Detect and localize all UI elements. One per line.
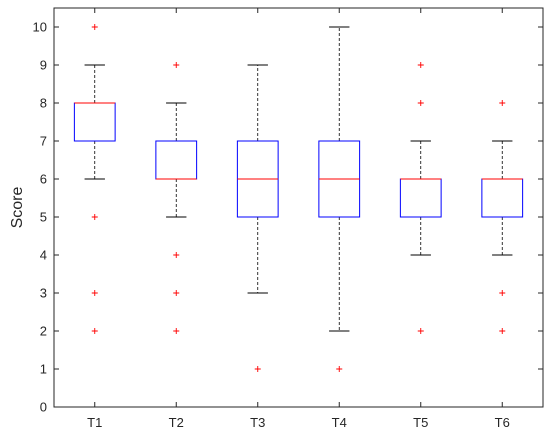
- y-tick-label: 4: [40, 248, 47, 263]
- box-group-t4: [318, 26, 361, 372]
- box: [73, 102, 116, 142]
- outlier-marker: [336, 366, 343, 372]
- x-tick-label: T6: [495, 415, 510, 430]
- y-tick-label: 9: [40, 58, 47, 73]
- box-group-t2: [155, 62, 198, 334]
- outlier-marker: [173, 290, 180, 296]
- box-group-t1: [73, 24, 116, 334]
- outlier-marker: [417, 328, 424, 334]
- y-tick-label: 5: [40, 210, 47, 225]
- y-tick-label: 2: [40, 324, 47, 339]
- axes-frame: [53, 7, 544, 408]
- box-group-t3: [236, 64, 279, 372]
- y-tick-label: 8: [40, 96, 47, 111]
- x-tick-label: T4: [332, 415, 347, 430]
- x-tick-label: T1: [87, 415, 102, 430]
- outlier-marker: [91, 24, 98, 30]
- box: [399, 178, 442, 218]
- y-axis-label: Score: [9, 187, 26, 229]
- outlier-marker: [173, 252, 180, 258]
- y-tick-label: 6: [40, 172, 47, 187]
- y-tick-label: 7: [40, 134, 47, 149]
- outlier-marker: [499, 328, 506, 334]
- box: [155, 140, 198, 180]
- outlier-marker: [91, 290, 98, 296]
- box-group-t5: [399, 62, 442, 334]
- outlier-marker: [173, 328, 180, 334]
- x-tick-label: T3: [250, 415, 265, 430]
- y-tick-label: 1: [40, 362, 47, 377]
- outlier-marker: [417, 62, 424, 68]
- box: [481, 178, 524, 218]
- outlier-marker: [417, 100, 424, 106]
- outlier-marker: [254, 366, 261, 372]
- x-tick-label: T5: [413, 415, 428, 430]
- y-tick-label: 3: [40, 286, 47, 301]
- outlier-marker: [499, 290, 506, 296]
- x-tick-label: T2: [169, 415, 184, 430]
- outlier-marker: [91, 328, 98, 334]
- outlier-marker: [499, 100, 506, 106]
- y-tick-label: 10: [33, 20, 47, 35]
- outlier-marker: [173, 62, 180, 68]
- y-tick-label: 0: [40, 400, 47, 415]
- plot-area: 0 1 2 3 4 5 6 7 8 9 10 T1 T2 T3 T4 T5 T6: [33, 7, 544, 430]
- outlier-marker: [91, 214, 98, 220]
- box-group-t6: [481, 100, 524, 334]
